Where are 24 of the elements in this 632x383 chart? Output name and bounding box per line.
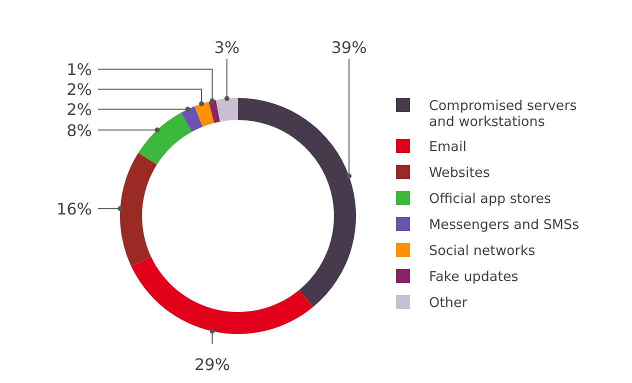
data-label: 2% [66, 100, 92, 120]
data-label: 8% [66, 120, 92, 140]
donut-slice [194, 102, 214, 127]
legend-label: Messengers and SMSs [429, 217, 580, 233]
donut-slice [181, 106, 203, 132]
donut-slice [131, 256, 314, 334]
legend-label: Social networks [429, 243, 536, 259]
legend-label: Email [429, 139, 466, 155]
donut-slice [238, 98, 356, 307]
legend-label: Compromised servers and workstations [429, 98, 577, 130]
legend-label: Official app stores [429, 191, 552, 207]
legend-label: Other [429, 295, 468, 311]
legend-label: Websites [429, 165, 490, 181]
data-label: 2% [66, 80, 92, 100]
data-label: 39% [331, 38, 367, 57]
data-label: 29% [194, 355, 230, 374]
data-label: 16% [56, 200, 92, 219]
donut-slice [216, 98, 238, 122]
donut-slice [138, 112, 192, 165]
donut-slice [120, 152, 157, 266]
legend-label: Fake updates [429, 269, 518, 285]
donut-slice [208, 100, 220, 124]
data-label: 3% [214, 38, 240, 57]
data-label: 1% [66, 60, 92, 80]
